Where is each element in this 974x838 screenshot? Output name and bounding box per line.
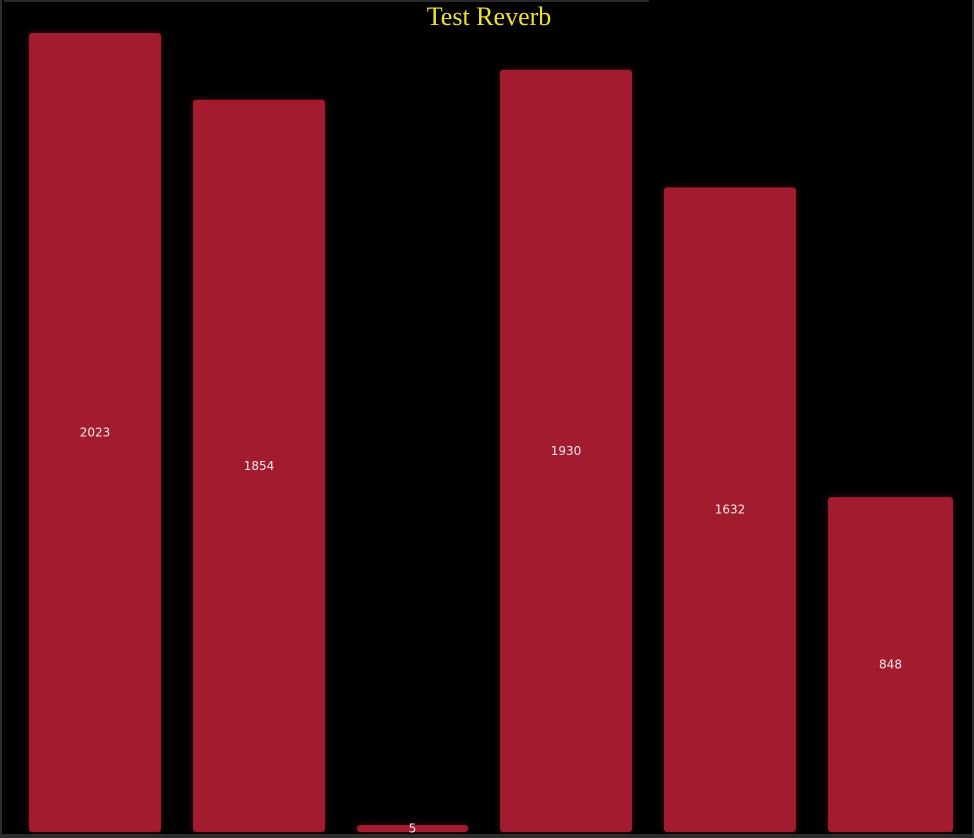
bar-value-label-4: 1632 (715, 503, 746, 517)
bar-value-label-3: 1930 (551, 444, 582, 458)
bar-4 (664, 187, 796, 832)
bar-2 (357, 825, 468, 832)
bar-value-label-5: 848 (879, 658, 902, 672)
bar-1 (193, 99, 325, 832)
bar-3 (500, 69, 632, 833)
bar-value-label-2: 5 (409, 822, 417, 836)
bar-value-label-0: 2023 (80, 426, 111, 440)
chart-title: Test Reverb (426, 2, 552, 31)
bar-0 (29, 33, 161, 832)
top-border (4, 0, 649, 2)
bar-value-label-1: 1854 (244, 459, 275, 473)
bar-5 (828, 497, 953, 832)
